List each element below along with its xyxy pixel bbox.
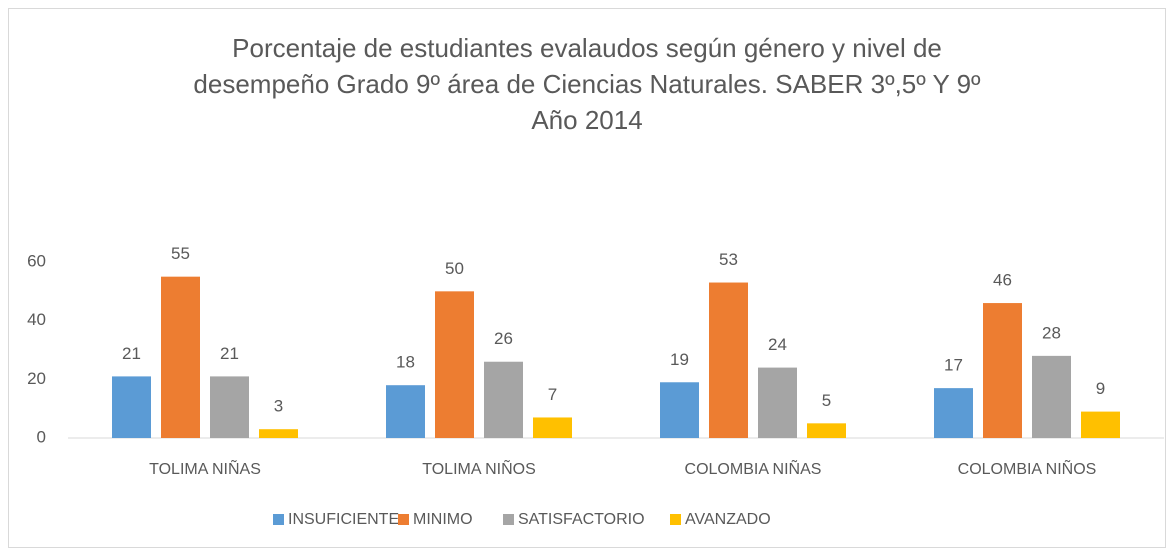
legend-swatch [670,514,681,525]
bar [386,385,425,438]
data-label: 21 [220,344,239,363]
legend-label: MINIMO [413,511,473,528]
bar [435,291,474,438]
bar [1081,411,1120,438]
bar [934,388,973,438]
data-label: 19 [670,350,689,369]
data-label: 24 [768,335,787,354]
data-label: 26 [494,329,513,348]
bar [533,417,572,438]
bar [1032,355,1071,438]
chart-title: Porcentaje de estudiantes evalaudos segú… [232,33,942,63]
data-label: 18 [396,353,415,372]
legend-label: AVANZADO [685,511,771,528]
chart-title: Año 2014 [531,105,642,135]
bar [484,361,523,438]
y-tick-label: 20 [27,369,46,388]
legend-swatch [398,514,409,525]
data-label: 28 [1042,323,1061,342]
bar [983,303,1022,438]
bar [210,376,249,438]
bar [660,382,699,438]
bar [758,367,797,438]
data-label: 5 [822,391,831,410]
data-label: 50 [445,259,464,278]
data-label: 9 [1096,379,1105,398]
bar [259,429,298,438]
data-label: 46 [993,271,1012,290]
legend-swatch [273,514,284,525]
legend-label: INSUFICIENTE [288,511,399,528]
bar [709,282,748,438]
chart-frame [8,8,1166,548]
x-tick-label: COLOMBIA NIÑOS [958,458,1097,478]
data-label: 53 [719,250,738,269]
data-label: 21 [122,344,141,363]
y-tick-label: 0 [37,427,46,446]
data-label: 17 [944,356,963,375]
bar [161,276,200,438]
legend-label: SATISFACTORIO [518,511,645,528]
bar [807,423,846,438]
x-tick-label: TOLIMA NIÑAS [149,458,261,478]
legend-swatch [503,514,514,525]
y-tick-label: 60 [27,251,46,270]
y-tick-label: 40 [27,310,46,329]
data-label: 55 [171,244,190,263]
x-tick-label: COLOMBIA NIÑAS [685,458,822,478]
bar [112,376,151,438]
data-label: 3 [274,397,283,416]
x-tick-label: TOLIMA NIÑOS [422,458,536,478]
chart-title: desempeño Grado 9º área de Ciencias Natu… [193,69,981,99]
data-label: 7 [548,385,557,404]
